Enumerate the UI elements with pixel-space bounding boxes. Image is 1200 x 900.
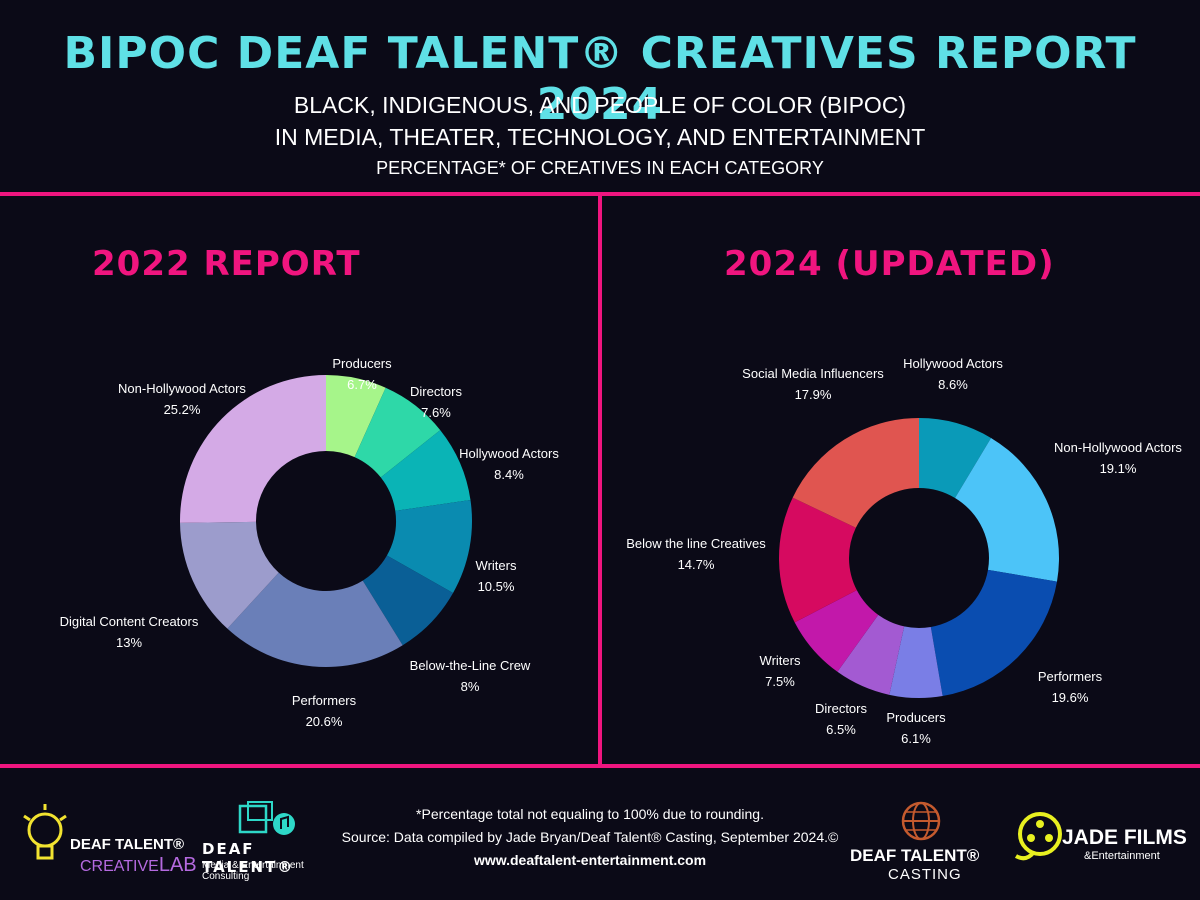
slice-performers — [930, 569, 1057, 696]
slice-non-hollywood-actors — [180, 375, 326, 523]
panel-title-2024: 2024 (UPDATED) — [724, 244, 1055, 284]
slice-writers — [386, 499, 472, 593]
film-reel-icon — [1014, 812, 1062, 861]
slice-value-writers: 10.5% — [478, 579, 515, 594]
subtitle-line-1: BLACK, INDIGENOUS, AND PEOPLE OF COLOR (… — [293, 92, 907, 118]
casting-name: DEAF TALENT® — [850, 846, 980, 865]
casting-logo: DEAF TALENT® CASTING — [848, 800, 998, 885]
slice-value-producers: 6.1% — [901, 731, 931, 746]
slice-label-performers: Performers — [292, 693, 357, 708]
slice-label-producers: Producers — [332, 356, 392, 371]
footer-source: Source: Data compiled by Jade Bryan/Deaf… — [341, 829, 839, 845]
slice-label-social-media-influencers: Social Media Influencers — [742, 366, 884, 381]
slice-value-non-hollywood-actors: 19.1% — [1100, 461, 1137, 476]
footer-website[interactable]: www.deaftalent-entertainment.com — [473, 852, 707, 868]
slice-label-digital-content-creators: Digital Content Creators — [60, 614, 199, 629]
slice-hollywood-actors — [919, 418, 992, 498]
donut-chart-2022: Producers 6.7% Directors 7.6% Hollywood Acto… — [60, 356, 560, 729]
slice-value-hollywood-actors: 8.4% — [494, 467, 524, 482]
subtitle-line-2: IN MEDIA, THEATER, TECHNOLOGY, AND ENTER… — [274, 124, 926, 150]
slice-value-non-hollywood-actors: 25.2% — [164, 402, 201, 417]
slice-value-directors: 6.5% — [826, 722, 856, 737]
slice-value-below-the-line-crew: 8% — [461, 679, 480, 694]
slice-label-below-the-line-crew: Below-the-Line Crew — [410, 658, 531, 673]
slice-label-non-hollywood-actors: Non-Hollywood Actors — [118, 381, 246, 396]
slice-value-below-the-line-creatives: 14.7% — [678, 557, 715, 572]
donut-chart-2024: Hollywood Actors 8.6% Non-Hollywood Actors… — [626, 356, 1182, 746]
slice-value-performers: 19.6% — [1052, 690, 1089, 705]
jade-films-name: JADE FILMS — [1062, 826, 1187, 849]
casting-word: CASTING — [888, 866, 962, 883]
footer-note: *Percentage total not equaling to 100% d… — [416, 806, 764, 822]
slice-non-hollywood-actors — [955, 437, 1059, 582]
slice-below-the-line-creatives — [779, 497, 857, 623]
film-music-icon — [238, 801, 295, 835]
slice-value-producers: 6.7% — [347, 377, 377, 392]
slice-label-non-hollywood-actors: Non-Hollywood Actors — [1054, 440, 1182, 455]
panel-title-2022: 2022 REPORT — [92, 244, 361, 284]
slice-value-digital-content-creators: 13% — [116, 635, 142, 650]
slice-social-media-influencers — [792, 418, 919, 528]
slice-label-writers: Writers — [476, 558, 517, 573]
slice-label-writers: Writers — [760, 653, 801, 668]
slice-directors — [354, 387, 441, 478]
page-title: BIPOC DEAF TALENT® CREATIVES REPORT 2024 — [63, 28, 1137, 130]
slice-label-directors: Directors — [815, 701, 868, 716]
jade-films-tagline: &Entertainment — [1084, 850, 1160, 862]
jade-films-logo: JADE FILMS &Entertainment — [1012, 810, 1192, 880]
slice-label-directors: Directors — [410, 384, 463, 399]
slice-digital-content-creators — [180, 521, 279, 629]
consulting-name: DEAF TALENT® — [202, 840, 295, 876]
slice-label-producers: Producers — [886, 710, 946, 725]
lab-word: LAB — [158, 854, 197, 876]
slice-label-hollywood-actors: Hollywood Actors — [459, 446, 559, 461]
slice-producers — [889, 626, 943, 698]
slice-writers — [794, 590, 879, 672]
creative-lab-word: CREATIVE — [80, 858, 159, 875]
slice-value-performers: 20.6% — [306, 714, 343, 729]
consulting-logo: DEAF TALENT® Media & Entertainment Consu… — [200, 800, 350, 882]
creative-lab-logo: DEAF TALENT® CREATIVELAB — [12, 800, 202, 880]
report-header: BIPOC DEAF TALENT® CREATIVES REPORT 2024… — [0, 0, 1200, 190]
slice-below-the-line-crew — [362, 555, 454, 646]
slice-label-below-the-line-creatives: Below the line Creatives — [626, 536, 766, 551]
slice-label-performers: Performers — [1038, 669, 1103, 684]
slice-producers — [326, 375, 386, 458]
subtitle-line-3: PERCENTAGE* OF CREATIVES IN EACH CATEGOR… — [376, 158, 824, 178]
slice-performers — [227, 572, 403, 667]
slice-value-social-media-influencers: 17.9% — [795, 387, 832, 402]
consulting-tagline: Media & Entertainment Consulting — [202, 860, 304, 882]
slice-value-directors: 7.6% — [421, 405, 451, 420]
creative-lab-name: DEAF TALENT® — [70, 836, 185, 853]
slice-directors — [837, 614, 905, 695]
slice-label-hollywood-actors: Hollywood Actors — [903, 356, 1003, 371]
lightbulb-icon — [23, 804, 67, 860]
slice-hollywood-actors — [380, 430, 471, 511]
globe-icon — [901, 801, 941, 841]
slice-value-writers: 7.5% — [765, 674, 795, 689]
slice-value-hollywood-actors: 8.6% — [938, 377, 968, 392]
